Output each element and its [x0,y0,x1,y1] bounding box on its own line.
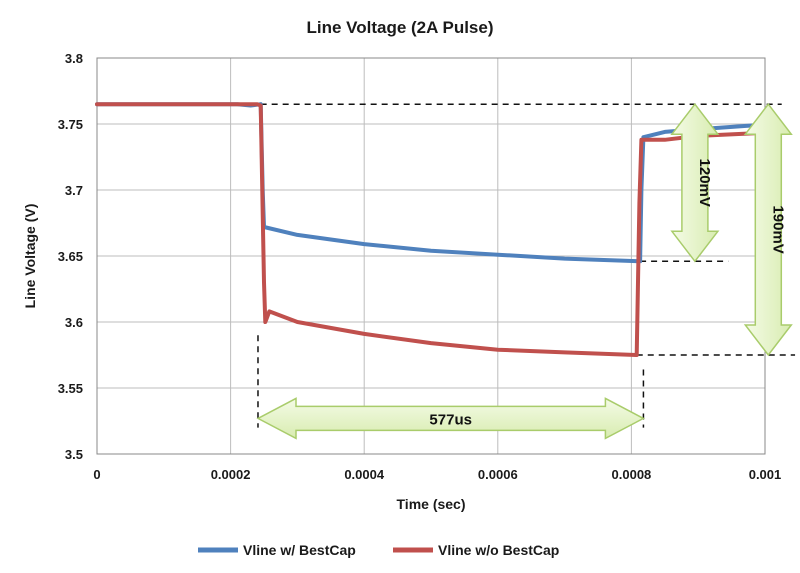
y-tick-label: 3.8 [65,51,83,66]
x-tick-label: 0.0004 [344,467,385,482]
x-tick-label: 0.001 [749,467,782,482]
series-line-1 [95,102,757,264]
legend-label-series-1: Vline w/ BestCap [243,542,356,558]
series-lines [95,102,757,357]
x-tick-label: 0.0008 [612,467,652,482]
annotations: 577us 120mV 190mV [256,102,793,440]
y-tick-label: 3.6 [65,315,83,330]
annotation-label-3: 190mV [769,205,786,253]
y-tick-label: 3.55 [58,381,83,396]
legend-label-series-2: Vline w/o BestCap [438,542,559,558]
x-tick-label: 0.0006 [478,467,518,482]
y-tick-label: 3.75 [58,117,83,132]
x-tick-label: 0 [93,467,100,482]
annotation-arrow-1 [256,397,646,440]
y-tick-label: 3.5 [65,447,83,462]
y-axis-label: Line Voltage (V) [22,204,38,309]
annotation-label-2: 120mV [696,159,713,207]
x-axis-label: Time (sec) [397,496,466,512]
reference-lines [257,103,796,428]
chart-title: Line Voltage (2A Pulse) [306,18,493,37]
annotation-arrow-2 [670,102,720,263]
y-tick-label: 3.65 [58,249,83,264]
series-line-2 [95,102,757,357]
legend: Vline w/ BestCap Vline w/o BestCap [198,542,559,558]
x-tick-label: 0.0002 [211,467,251,482]
y-tick-label: 3.7 [65,183,83,198]
y-axis-ticks: 3.5 3.55 3.6 3.65 3.7 3.75 3.8 [58,51,83,462]
annotation-label-1: 577us [429,411,472,428]
x-axis-ticks: 0 0.0002 0.0004 0.0006 0.0008 0.001 [93,467,781,482]
grid [96,57,766,455]
annotation-arrow-3 [743,102,793,357]
